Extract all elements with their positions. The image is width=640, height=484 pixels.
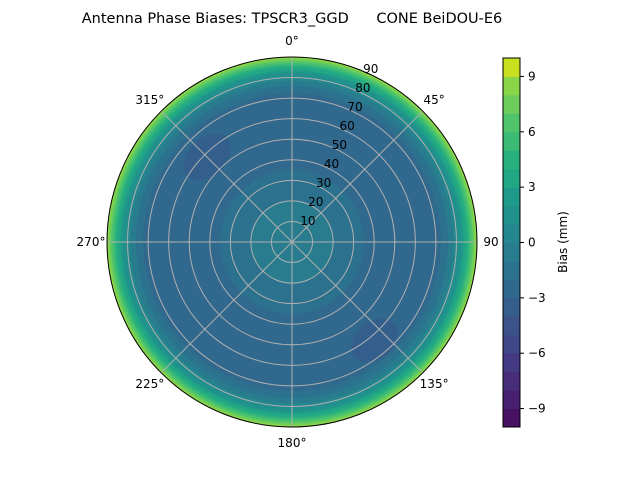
colorbar-level: [503, 279, 520, 299]
angular-gridline: [291, 241, 424, 374]
colorbar-level: [503, 224, 520, 243]
colorbar-level: [503, 94, 520, 114]
colorbar-level: [503, 150, 520, 170]
colorbar-tick-label: −9: [528, 402, 546, 416]
angular-tick-label: 315°: [135, 93, 164, 107]
colorbar-level: [503, 168, 520, 188]
radial-tick-label: 70: [347, 100, 362, 114]
angular-tick-label: 135°: [420, 377, 449, 391]
angular-tick-label: 225°: [135, 377, 164, 391]
colorbar-level: [503, 297, 520, 317]
colorbar-level: [503, 334, 520, 354]
angular-tick-label: 180°: [278, 436, 307, 450]
angular-gridline: [160, 241, 293, 374]
angular-gridline: [291, 110, 424, 243]
colorbar-tick-label: −3: [528, 291, 546, 305]
colorbar-level: [503, 58, 520, 77]
colorbar-level: [503, 371, 520, 391]
colorbar-level: [503, 242, 520, 262]
colorbar-tick-label: 3: [528, 180, 536, 194]
colorbar-level: [503, 390, 520, 410]
colorbar-tick-label: 6: [528, 125, 536, 139]
colorbar: −9 −6 −3 0 3 6 9: [502, 57, 546, 428]
radial-tick-label: 40: [324, 157, 339, 171]
colorbar-level: [503, 131, 520, 151]
radial-tick-label: 80: [355, 81, 370, 95]
colorbar-tick-label: 0: [528, 236, 536, 250]
angular-gridline: [160, 110, 293, 243]
colorbar-level: [503, 113, 520, 133]
colorbar-tick-label: 9: [528, 69, 536, 83]
angular-tick-label: 270°: [77, 235, 106, 249]
angular-tick-label: 0°: [285, 34, 299, 48]
colorbar-level: [503, 76, 520, 96]
colorbar-level: [503, 408, 520, 428]
colorbar-level: [503, 260, 520, 280]
colorbar-tick-label: −6: [528, 346, 546, 360]
polar-grid: [107, 57, 477, 427]
radial-tick-label: 20: [308, 195, 323, 209]
chart-title: Antenna Phase Biases: TPSCR3_GGD CONE Be…: [82, 11, 503, 27]
angular-tick-label: 45°: [423, 93, 444, 107]
radial-tick-label: 10: [300, 214, 315, 228]
radial-tick-label: 30: [316, 176, 331, 190]
colorbar-level: [503, 353, 520, 373]
polar-frame: [106, 56, 478, 428]
radial-tick-label: 60: [340, 119, 355, 133]
colorbar-level: [503, 187, 520, 207]
radial-tick-label: 50: [332, 138, 347, 152]
angular-tick-label: 90: [483, 235, 498, 249]
colorbar-level: [503, 205, 520, 225]
radial-tick-label: 90: [363, 62, 378, 76]
colorbar-label: Bias (mm): [556, 211, 570, 273]
colorbar-level: [503, 316, 520, 336]
